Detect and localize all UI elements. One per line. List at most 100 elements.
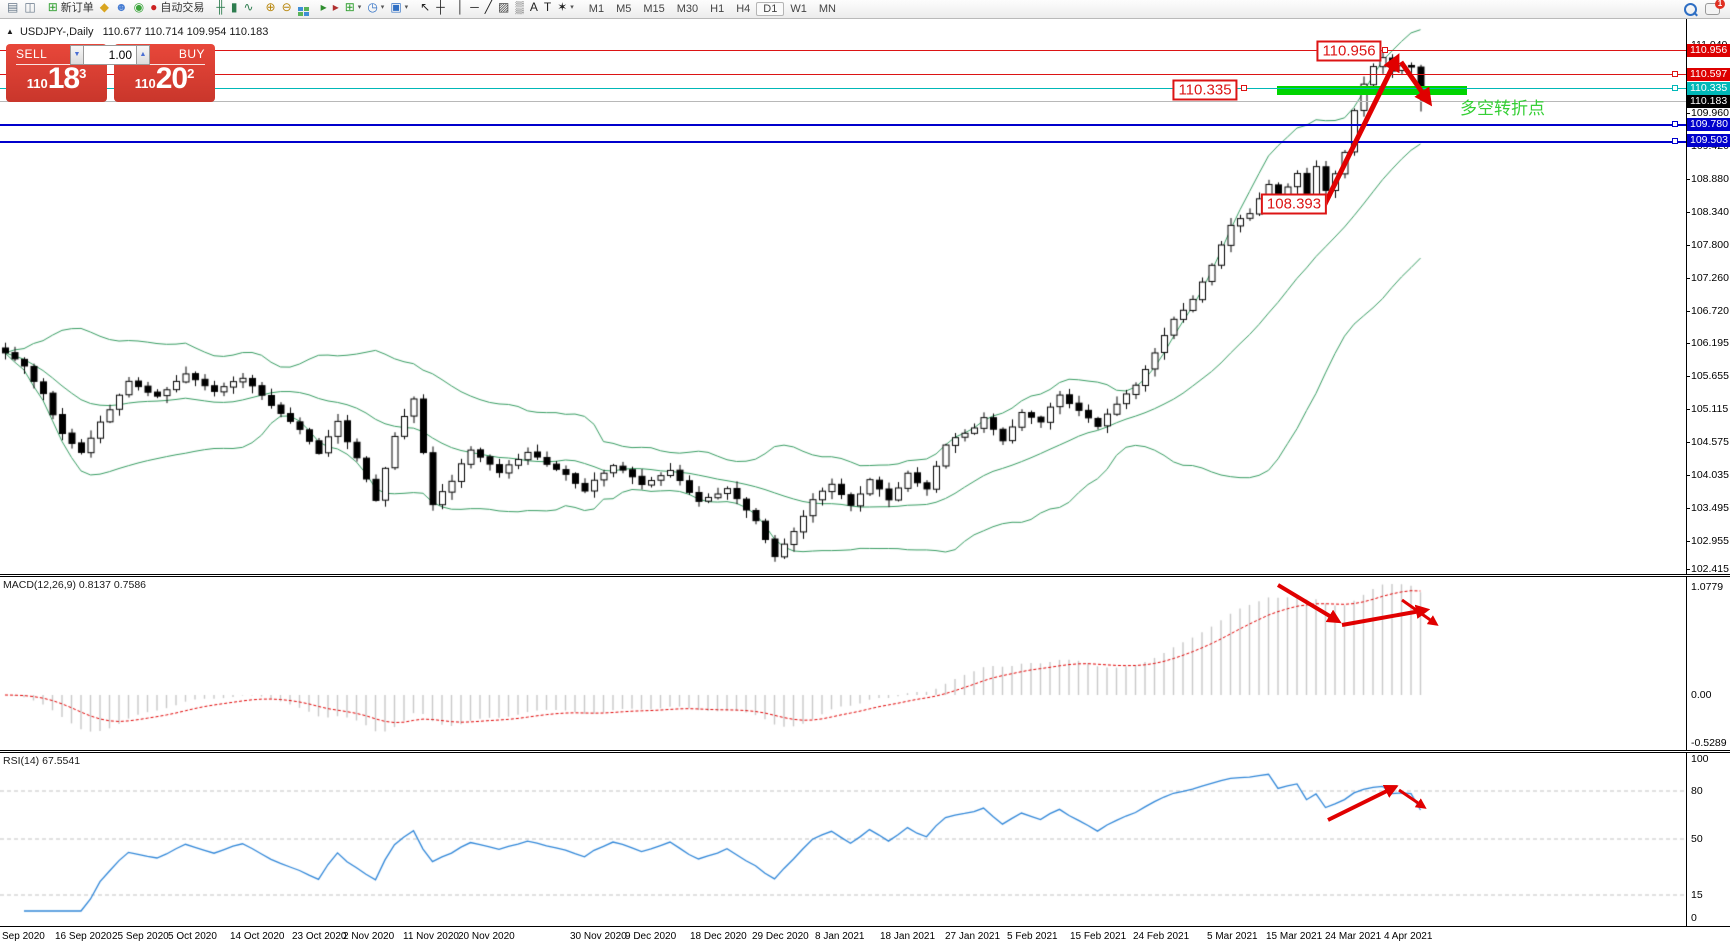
collapse-arrow-icon[interactable]: ▲ [6, 27, 14, 36]
price-tickmark [1686, 311, 1690, 312]
date-label-9-Dec-2020: 9 Dec 2020 [625, 931, 677, 942]
chart-shift-icon[interactable]: ▸ [330, 0, 342, 16]
horizontal-line-109.503[interactable] [0, 141, 1686, 143]
line-drag-handle[interactable] [1382, 47, 1388, 53]
autotrade-button[interactable]: ● 自动交易 [147, 0, 207, 16]
rsi-tick-80: 80 [1691, 785, 1703, 797]
equidistant-channel-icon-glyph: ▨ [498, 0, 510, 14]
dropdown-caret-icon: ▾ [380, 4, 385, 11]
zoom-out-icon[interactable]: ⊖ [279, 0, 295, 16]
price-tick-107.800: 107.800 [1691, 239, 1729, 251]
template-button[interactable]: ▣ ▾ [387, 0, 411, 16]
timeframe-h4[interactable]: H4 [736, 2, 751, 15]
timeframe-m5[interactable]: M5 [616, 2, 632, 15]
macd-pane-separator[interactable] [0, 574, 1730, 577]
price-tickmark [1686, 245, 1690, 246]
price-tickmark [1686, 569, 1690, 570]
price-tickmark [1686, 541, 1690, 542]
one-click-trading-panel: SELL 110183 BUY 110202 ▼ ▲ [6, 44, 215, 102]
new-order-button-glyph: ⊞ [47, 0, 58, 14]
horizontal-line-110.956[interactable] [0, 50, 1686, 51]
tile-windows-icon[interactable] [295, 3, 312, 20]
bar-chart-icon[interactable]: ╫ [213, 0, 228, 16]
bull-bear-turning-point-note: 多空转折点 [1460, 99, 1545, 118]
cursor-icon[interactable]: ↖ [417, 0, 433, 16]
sell-price: 110183 [26, 62, 87, 95]
line-drag-handle[interactable] [1672, 71, 1678, 77]
price-tickmark [1686, 179, 1690, 180]
line-drag-handle[interactable] [1672, 138, 1678, 144]
chart-window-icon[interactable]: ▤ [4, 0, 21, 16]
zoom-out-icon-glyph: ⊖ [281, 0, 292, 14]
price-chart-canvas[interactable] [0, 19, 1686, 575]
macd-canvas[interactable] [0, 577, 1686, 751]
horizontal-line-110.183[interactable] [0, 101, 1686, 102]
timeframe-h1[interactable]: H1 [710, 2, 725, 15]
autotrade-button-label: 自动交易 [160, 2, 205, 14]
period-button[interactable]: ◷ ▾ [364, 0, 387, 16]
dropdown-caret-icon: ▾ [404, 4, 409, 11]
horizontal-line-110.597[interactable] [0, 74, 1686, 75]
metaeditor-icon-glyph: ◆ [99, 0, 109, 14]
volume-increase-button[interactable]: ▲ [136, 45, 150, 65]
profile-icon[interactable]: ◫ [21, 0, 38, 16]
timeframe-m30[interactable]: M30 [676, 2, 699, 15]
vertical-line-icon[interactable]: │ [454, 0, 468, 16]
line-drag-handle[interactable] [1672, 85, 1678, 91]
zoom-in-icon[interactable]: ⊕ [263, 0, 279, 16]
price-badge-110.956: 110.956 [1687, 44, 1730, 57]
fibonacci-icon[interactable]: ▒ [512, 0, 527, 16]
price-annotation-110.956[interactable]: 110.956 [1316, 40, 1382, 62]
notifications-icon[interactable]: 1 [1705, 0, 1725, 15]
trendline-icon[interactable]: ╱ [482, 0, 495, 16]
rsi-tick-15: 15 [1691, 889, 1703, 901]
line-chart-icon[interactable]: ∿ [240, 0, 256, 16]
price-badge-109.503: 109.503 [1687, 134, 1730, 147]
equidistant-channel-icon[interactable]: ▨ [495, 0, 512, 16]
signals-icon[interactable]: ◉ [131, 0, 147, 16]
fibonacci-icon-glyph: ▒ [515, 0, 524, 14]
search-icon[interactable] [1684, 2, 1697, 16]
date-label-16-Sep-2020: 16 Sep 2020 [55, 931, 112, 942]
timeframe-d1[interactable]: D1 [756, 1, 785, 16]
horizontal-line-109.780[interactable] [0, 124, 1686, 126]
volume-decrease-button[interactable]: ▼ [70, 45, 84, 65]
line-drag-handle[interactable] [1241, 85, 1247, 91]
horizontal-line-110.335[interactable] [0, 88, 1686, 89]
price-annotation-110.335[interactable]: 110.335 [1172, 79, 1238, 101]
price-annotation-108.393[interactable]: 108.393 [1260, 193, 1328, 215]
tile-grid-icon [297, 6, 309, 16]
arrows-icon[interactable]: ✶ ▾ [554, 0, 577, 16]
rsi-canvas[interactable] [0, 753, 1686, 927]
text-icon[interactable]: A [527, 0, 541, 16]
community-icon-glyph: ☻ [114, 0, 128, 14]
date-label-8-Jan-2021: 8 Jan 2021 [815, 931, 865, 942]
date-label-15-Feb-2021: 15 Feb 2021 [1070, 931, 1127, 942]
date-label-2-Nov-2020: 2 Nov 2020 [343, 931, 395, 942]
candlestick-chart-icon[interactable]: ▮ [228, 0, 241, 16]
autotrade-button-glyph: ● [150, 0, 158, 14]
line-drag-handle[interactable] [1672, 121, 1678, 127]
new-order-button[interactable]: ⊞ 新订单 [45, 0, 97, 16]
volume-input[interactable] [84, 45, 136, 65]
community-icon[interactable]: ☻ [112, 0, 131, 16]
date-label-15-Mar-2021: 15 Mar 2021 [1266, 931, 1323, 942]
price-tick-102.955: 102.955 [1691, 535, 1729, 547]
timeframe-mn[interactable]: MN [818, 2, 836, 15]
rsi-pane-separator[interactable] [0, 750, 1730, 753]
metaeditor-icon[interactable]: ◆ [97, 0, 112, 16]
price-tickmark [1686, 442, 1690, 443]
horizontal-line-icon[interactable]: ─ [467, 0, 482, 16]
text-label-icon[interactable]: T [541, 0, 554, 16]
timeframe-w1[interactable]: W1 [790, 2, 807, 15]
chart-window-icon-glyph: ▤ [7, 0, 19, 14]
timeframe-m1[interactable]: M1 [588, 2, 605, 15]
add-indicator-button[interactable]: ⊞ ▾ [342, 0, 365, 16]
candlestick-chart-icon-glyph: ▮ [230, 0, 238, 14]
trendline-icon-glyph: ╱ [484, 0, 492, 14]
crosshair-icon[interactable]: ┼ [433, 0, 448, 16]
auto-scroll-icon[interactable]: ▸ [318, 0, 330, 16]
timeframe-m15[interactable]: M15 [643, 2, 665, 15]
price-tickmark [1686, 343, 1690, 344]
